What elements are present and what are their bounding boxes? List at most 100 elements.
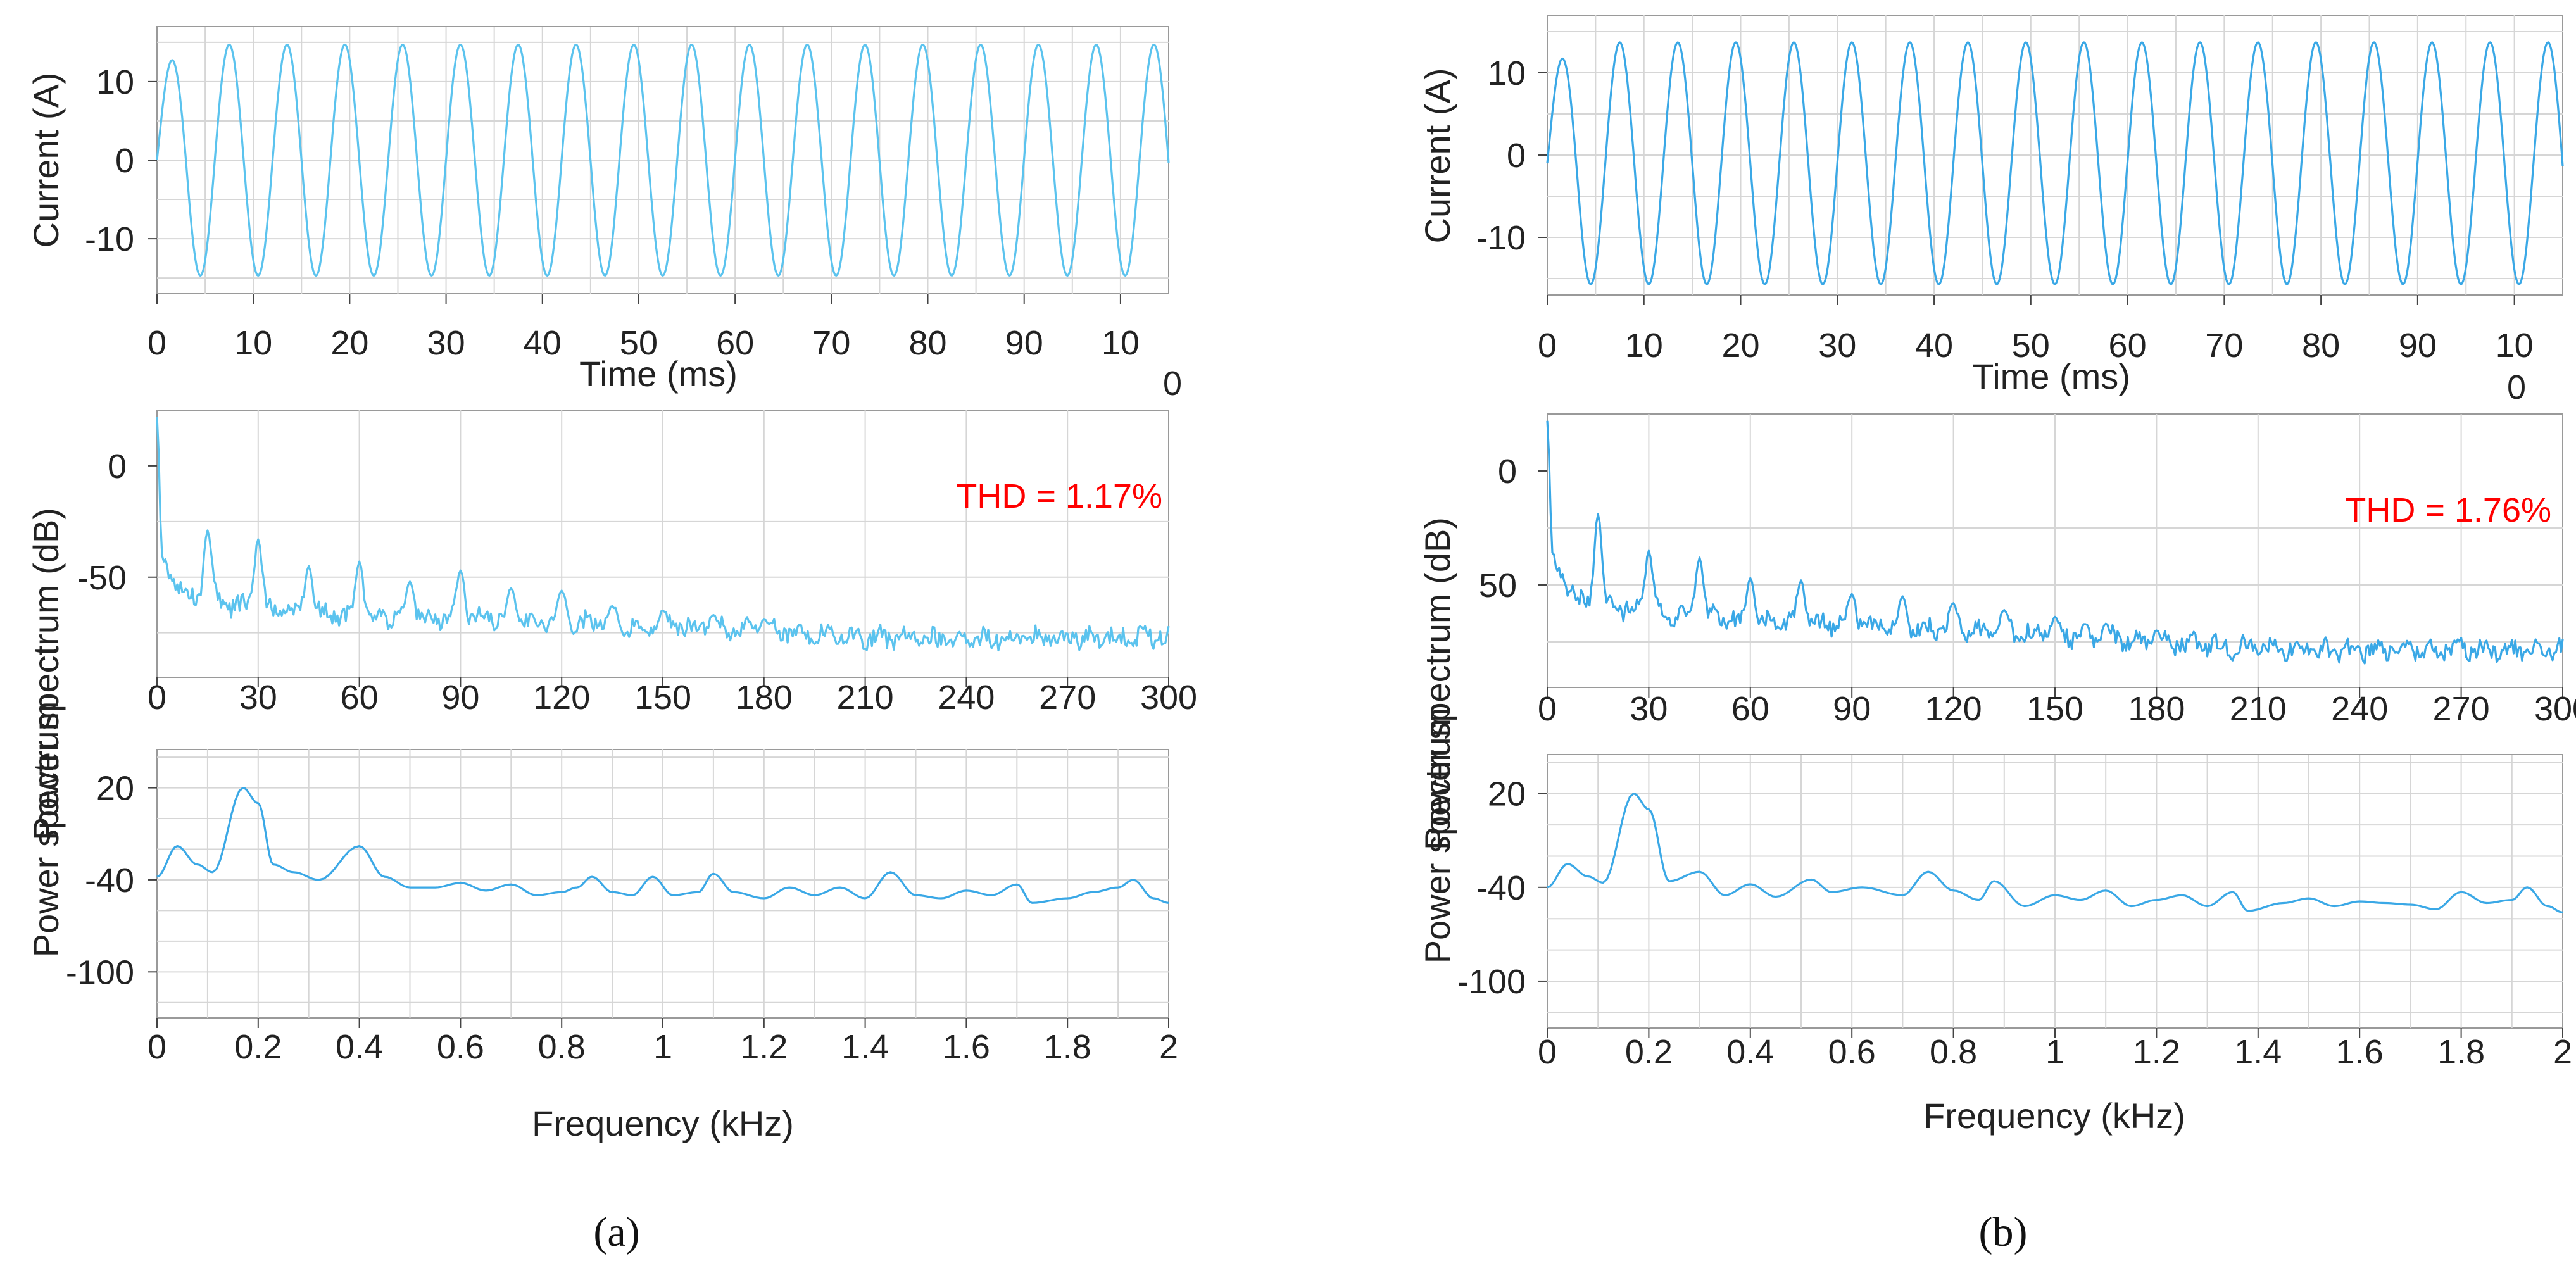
panel-a-psd-chart: 0 0.2 0.4 0.6 0.8 1 1.2 1.4 1.6 1.8 2 20 -40 -100 Fr… [66,749,1178,1143]
panel-b-spectrum-x-tick-label-4: 120 [1925,690,1982,728]
panel-a-current-y-ticks: 10 0 -10 [85,63,157,258]
panel-a-psd-x-tick-label-3: 0.6 [437,1028,484,1066]
panel-a-spectrum-x-tick-label-10: 300 [1140,679,1197,717]
panel-b-spectrum-x-tick-label-8: 240 [2331,690,2388,728]
panel-a-psd-series [156,787,1169,904]
panel-a-current-series [156,43,1170,277]
panel-a-current-x-tick-label-3: 30 [427,324,465,362]
panel-a-current-y-tick-label-1: 0 [115,142,134,180]
panel-a-psd-x-tick-label-4: 0.8 [538,1028,586,1066]
panel-b-current-x-tick-label-4: 40 [1915,327,1953,365]
panel-b-psd-series [1547,793,2563,913]
panel-b-current-x-tick-label-10: 10 [2496,327,2534,365]
panel-a-current-x-tick-label-8: 80 [908,324,946,362]
panel-a-current-x-ticks: 0 10 20 30 40 50 60 70 80 90 10 [148,294,1140,362]
panel-a-current-x-tick-label-0: 0 [148,324,166,362]
panel-b-spectrum-x-tick-label-10: 300 [2534,690,2576,728]
panel-b-current-x-tick-label-0: 0 [1538,327,1557,365]
panel-b: 0 10 20 30 40 50 60 70 80 90 10 100-10 0 Current (… [1417,15,2576,1255]
panel-a-spectrum-x-tick-label-6: 180 [736,679,793,717]
panel-a-psd-y-ticks: 20 -40 -100 [66,770,157,991]
panel-a-psd-y-tick-label-0: 20 [96,770,134,808]
panel-b-current-series-line [1546,41,2564,285]
panel-a-current-y-tick-label-2: -10 [85,220,134,258]
panel-b-spectrum-chart: 0 30 60 90 120 150 180 210 240 270 300 0 50 Power s… [1417,413,2576,850]
panel-b-psd-x-tick-label-2: 0.4 [1726,1033,1774,1071]
panel-b-current-y-tick-label-1: 0 [1507,137,1526,175]
panel-a-spectrum-y-tick-label-0: 0 [108,448,127,486]
panel-a-psd-x-tick-label-2: 0.4 [336,1028,383,1066]
panel-b-current-x-tick-label-6: 60 [2109,327,2147,365]
panel-b-spectrum-series-line [1546,420,2564,665]
panel-b-spectrum-x-tick-label-2: 60 [1731,690,1769,728]
panel-b-psd-y-tick-label-0: 20 [1488,775,1526,813]
panel-b-spectrum-y-axis-label: Power spectrum (dB) [1417,517,1457,850]
panel-a-spectrum-chart: 0 30 60 90 120 150 180 210 240 270 300 0 -50 Power … [26,410,1197,841]
panel-a-spectrum-x-tick-label-2: 60 [341,679,379,717]
panel-b-spectrum-x-tick-label-7: 210 [2230,690,2287,728]
panel-a-current-x-tick-label-2: 20 [330,324,368,362]
panel-a: 0 10 20 30 40 50 60 70 80 90 10 100-10 0 Current (… [26,26,1197,1255]
panel-b-spectrum-x-tick-label-5: 150 [2026,690,2083,728]
panel-b-psd-y-ticks: 20 -40 -100 [1457,775,1547,1001]
panel-a-spectrum-x-tick-label-3: 90 [441,679,479,717]
panel-a-spectrum-series-line [156,417,1170,652]
panel-b-current-x-tick-label-3: 30 [1818,327,1856,365]
panel-b-thd-annotation: THD = 1.76% [2345,491,2551,529]
panel-b-spectrum-x-ticks: 0 30 60 90 120 150 180 210 240 270 300 [1538,687,2576,728]
panel-a-current-chart: 0 10 20 30 40 50 60 70 80 90 10 10 0 -10 0 Current (… [26,26,1182,403]
panel-a-psd-series-line [156,787,1169,904]
panel-a-psd-x-tick-label-1: 0.2 [234,1028,282,1066]
panel-a-current-x-tick-label-7: 70 [812,324,850,362]
panel-b-current-x-ticks: 0 10 20 30 40 50 60 70 80 90 10 [1538,295,2534,365]
panel-a-spectrum-x-tick-label-0: 0 [148,679,166,717]
panel-a-spectrum-x-ticks: 0 30 60 90 120 150 180 210 240 270 300 [148,677,1197,717]
panel-a-current-x-tick-label-9: 90 [1005,324,1043,362]
panel-a-psd-x-axis-label: Frequency (kHz) [532,1103,794,1143]
panel-b-spectrum-y-tick-label-0: 0 [1498,453,1517,491]
panel-a-spectrum-x-tick-label-5: 150 [634,679,691,717]
panel-a-caption: (a) [593,1209,639,1255]
panel-a-current-x-tick-label-4: 40 [524,324,562,362]
panel-b-psd-x-tick-label-4: 0.8 [1930,1033,1977,1071]
panel-a-spectrum-x-tick-label-4: 120 [533,679,590,717]
panel-b-psd-x-tick-label-10: 2 [2553,1033,2572,1071]
panel-a-current-x-tick-label-10: 10 [1102,324,1140,362]
panel-b-psd-grid [1547,755,2563,1028]
panel-b-psd-x-tick-label-7: 1.4 [2234,1033,2282,1071]
panel-a-spectrum-x-tick-label-8: 240 [938,679,995,717]
panel-b-current-x-tick-label-9: 90 [2399,327,2437,365]
panel-a-current-y-axis-label: Current (A) [26,73,66,248]
panel-b-current-x-tick-label-1: 10 [1625,327,1663,365]
panel-b-psd-x-tick-label-3: 0.6 [1828,1033,1876,1071]
panel-a-psd-x-tick-label-9: 1.8 [1044,1028,1091,1066]
panel-b-current-y-ticks: 10 0 -10 [1476,54,1547,257]
panel-b-spectrum-x-tick-label-6: 180 [2128,690,2185,728]
panel-b-current-chart: 0 10 20 30 40 50 60 70 80 90 10 100-10 0 Current (… [1417,15,2564,406]
panel-a-current-x-tick-label-1: 10 [234,324,272,362]
panel-a-psd-x-tick-label-6: 1.2 [740,1028,788,1066]
panel-a-current-x-tick-label-5: 50 [620,324,658,362]
panel-b-psd-series-line [1547,793,2563,913]
panel-a-spectrum-grid [157,410,1169,677]
panel-a-psd-y-tick-label-1: -40 [85,862,134,900]
panel-b-current-y-tick-label-0: 10 [1488,54,1526,92]
panel-b-psd-x-tick-label-8: 1.6 [2336,1033,2384,1071]
panel-a-psd-x-ticks: 0 0.2 0.4 0.6 0.8 1 1.2 1.4 1.6 1.8 2 [148,1018,1178,1066]
panel-b-psd-x-tick-label-6: 1.2 [2133,1033,2180,1071]
panel-a-spectrum-y-tick-label-1: -50 [77,559,127,597]
panel-a-spectrum-x-tick-label-1: 30 [239,679,277,717]
panel-a-psd-x-tick-label-10: 2 [1159,1028,1178,1066]
psd-y-axis-label-a: Power spectrum [26,701,66,958]
panel-b-spectrum-x-tick-label-3: 90 [1833,690,1871,728]
panel-a-current-series-line [156,43,1170,277]
panel-b-psd-x-ticks: 0 0.2 0.4 0.6 0.8 1 1.2 1.4 1.6 1.8 2 [1538,1028,2572,1071]
panel-b-psd-chart: 0 0.2 0.4 0.6 0.8 1 1.2 1.4 1.6 1.8 2 20 -40 -100 Fr… [1457,754,2572,1136]
panel-a-current-y-tick-label-0: 10 [96,63,134,101]
panel-b-current-y-axis-label: Current (A) [1417,68,1457,244]
panel-b-psd-x-tick-label-1: 0.2 [1625,1033,1673,1071]
panel-a-psd-y-tick-label-2: -100 [66,953,134,991]
panel-a-current-x-wrap: 0 [1163,365,1182,403]
panel-b-current-x-tick-label-5: 50 [2012,327,2050,365]
